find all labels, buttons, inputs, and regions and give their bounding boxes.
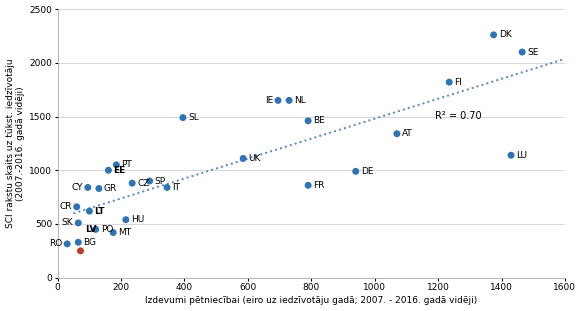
Point <box>91 227 100 232</box>
Text: UK: UK <box>248 154 261 163</box>
Point <box>121 217 130 222</box>
Text: SP: SP <box>155 177 166 185</box>
Text: IE: IE <box>265 96 273 105</box>
Text: GR: GR <box>104 184 117 193</box>
Text: FI: FI <box>455 78 462 87</box>
Text: NL: NL <box>294 96 306 105</box>
Point <box>178 115 187 120</box>
Point <box>94 186 104 191</box>
Text: CR: CR <box>59 202 72 211</box>
Point <box>62 241 72 246</box>
Text: SL: SL <box>188 113 198 122</box>
Point <box>392 131 402 136</box>
Text: LV: LV <box>86 225 97 234</box>
Text: LT: LT <box>94 207 105 216</box>
X-axis label: Izdevumi pētniecībai (eiro uz iedzīvotāju gadā; 2007. - 2016. gadā vidēji): Izdevumi pētniecībai (eiro uz iedzīvotāj… <box>145 296 477 305</box>
Text: IT: IT <box>172 183 180 192</box>
Point <box>74 220 83 225</box>
Text: AT: AT <box>402 129 413 138</box>
Text: DK: DK <box>499 30 512 39</box>
Text: CZ: CZ <box>137 179 150 188</box>
Point <box>274 98 283 103</box>
Text: BE: BE <box>313 116 325 125</box>
Text: RO: RO <box>49 239 62 248</box>
Y-axis label: SCI rakstu skaits uz tūkst. iedzīvotāju
(2007.-2016. gadā vidēji): SCI rakstu skaits uz tūkst. iedzīvotāju … <box>6 58 25 228</box>
Point <box>489 32 498 37</box>
Text: DE: DE <box>361 167 373 176</box>
Text: PO: PO <box>101 225 113 234</box>
Point <box>303 183 313 188</box>
Point <box>303 118 313 123</box>
Point <box>351 169 360 174</box>
Point <box>112 162 121 167</box>
Point <box>76 248 85 253</box>
Point <box>83 185 93 190</box>
Text: HU: HU <box>131 215 144 224</box>
Point <box>445 80 454 85</box>
Text: EE: EE <box>113 166 126 175</box>
Text: CY: CY <box>71 183 83 192</box>
Point <box>104 168 113 173</box>
Text: MT: MT <box>118 228 132 237</box>
Point <box>72 204 81 209</box>
Point <box>85 209 94 214</box>
Point <box>506 153 516 158</box>
Text: R² = 0.70: R² = 0.70 <box>435 111 481 121</box>
Text: FR: FR <box>313 181 325 190</box>
Text: SK: SK <box>62 218 73 227</box>
Point <box>127 181 137 186</box>
Text: LU: LU <box>516 151 527 160</box>
Point <box>285 98 294 103</box>
Point <box>517 49 527 54</box>
Text: PT: PT <box>122 160 132 169</box>
Point <box>74 240 83 245</box>
Text: SE: SE <box>527 48 538 57</box>
Point <box>108 230 118 235</box>
Point <box>145 179 154 183</box>
Point <box>162 185 172 190</box>
Text: BG: BG <box>83 238 97 247</box>
Point <box>239 156 248 161</box>
